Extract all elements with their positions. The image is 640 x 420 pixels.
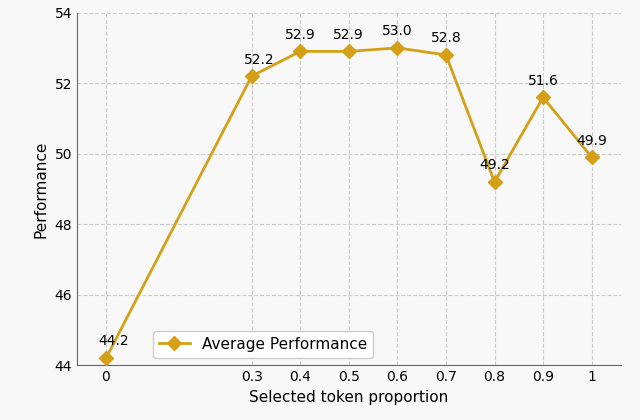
Legend: Average Performance: Average Performance	[153, 331, 373, 358]
Average Performance	[540, 95, 547, 100]
Average Performance	[394, 45, 401, 50]
Average Performance	[102, 356, 110, 361]
Line: Average Performance: Average Performance	[101, 43, 596, 363]
Text: 51.6: 51.6	[527, 74, 559, 88]
Text: 52.9: 52.9	[285, 28, 316, 42]
Text: 53.0: 53.0	[382, 24, 413, 38]
Average Performance	[442, 52, 450, 58]
Text: 52.2: 52.2	[244, 53, 275, 67]
X-axis label: Selected token proportion: Selected token proportion	[249, 390, 449, 405]
Text: 52.9: 52.9	[333, 28, 364, 42]
Text: 44.2: 44.2	[98, 334, 129, 349]
Average Performance	[345, 49, 353, 54]
Average Performance	[491, 179, 499, 184]
Text: 52.8: 52.8	[431, 32, 461, 45]
Y-axis label: Performance: Performance	[34, 140, 49, 238]
Average Performance	[296, 49, 304, 54]
Text: 49.2: 49.2	[479, 158, 510, 173]
Average Performance	[248, 74, 255, 79]
Text: 49.9: 49.9	[576, 134, 607, 148]
Average Performance	[588, 155, 595, 160]
